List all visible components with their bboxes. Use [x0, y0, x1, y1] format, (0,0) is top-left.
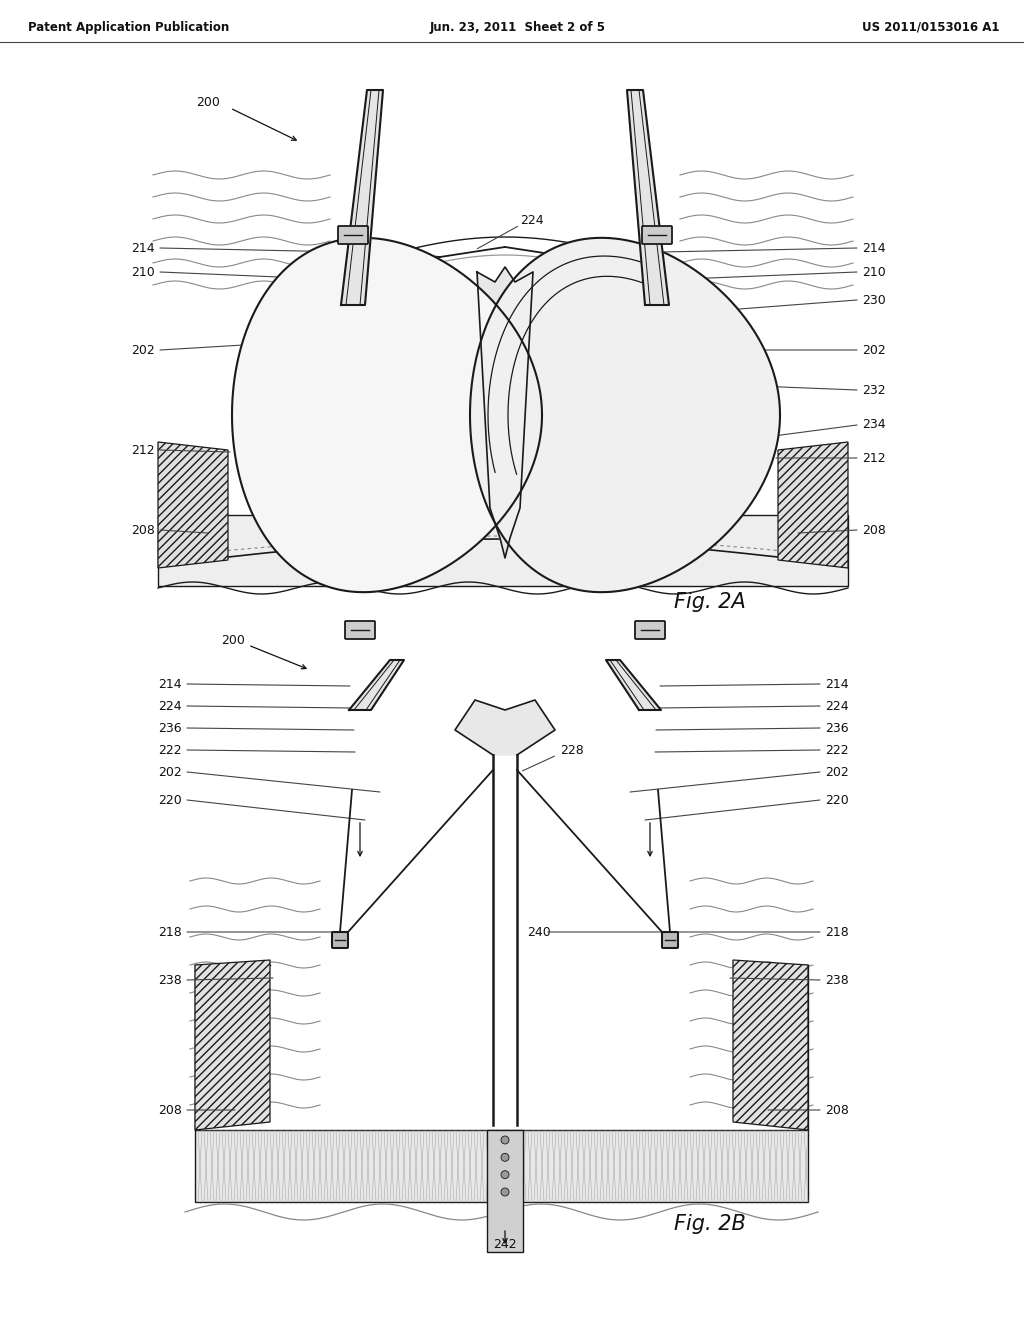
Text: Fig. 2B: Fig. 2B	[674, 1214, 745, 1234]
Text: 210: 210	[131, 265, 155, 279]
Polygon shape	[606, 660, 662, 710]
Text: 202: 202	[825, 766, 849, 779]
Text: 212: 212	[131, 444, 155, 457]
Text: 238: 238	[825, 974, 849, 986]
Polygon shape	[232, 238, 542, 593]
Polygon shape	[627, 90, 669, 305]
Text: 208: 208	[131, 524, 155, 536]
Text: 202: 202	[862, 343, 886, 356]
Text: US 2011/0153016 A1: US 2011/0153016 A1	[862, 21, 1000, 33]
Circle shape	[501, 1154, 509, 1162]
Text: 214: 214	[131, 242, 155, 255]
Text: 224: 224	[520, 214, 544, 227]
Polygon shape	[455, 700, 555, 755]
Polygon shape	[733, 960, 808, 1130]
Circle shape	[501, 1137, 509, 1144]
Text: 228: 228	[570, 256, 594, 268]
Text: 212: 212	[862, 451, 886, 465]
Text: 208: 208	[862, 524, 886, 536]
Text: 236: 236	[825, 722, 849, 734]
Text: 222: 222	[159, 743, 182, 756]
Text: Jun. 23, 2011  Sheet 2 of 5: Jun. 23, 2011 Sheet 2 of 5	[430, 21, 606, 33]
Text: 236: 236	[159, 722, 182, 734]
Text: 214: 214	[825, 677, 849, 690]
Text: 202: 202	[131, 343, 155, 356]
Text: 240: 240	[527, 925, 551, 939]
FancyBboxPatch shape	[635, 620, 665, 639]
Text: 208: 208	[158, 1104, 182, 1117]
Polygon shape	[195, 960, 270, 1130]
Text: 220: 220	[825, 793, 849, 807]
Text: 202: 202	[159, 766, 182, 779]
FancyBboxPatch shape	[332, 932, 348, 948]
Text: 200: 200	[221, 634, 245, 647]
Text: 208: 208	[825, 1104, 849, 1117]
Text: 222: 222	[825, 743, 849, 756]
Text: 238: 238	[159, 974, 182, 986]
Polygon shape	[349, 660, 404, 710]
Bar	[195, 1130, 808, 1203]
Text: 200: 200	[197, 95, 220, 108]
Text: 220: 220	[159, 793, 182, 807]
Text: Patent Application Publication: Patent Application Publication	[28, 21, 229, 33]
Bar	[158, 515, 848, 586]
Text: 234: 234	[862, 418, 886, 432]
FancyBboxPatch shape	[338, 226, 368, 244]
Text: 214: 214	[862, 242, 886, 255]
Text: 218: 218	[159, 925, 182, 939]
Text: 228: 228	[560, 743, 584, 756]
Bar	[487, 1130, 523, 1251]
Polygon shape	[477, 267, 534, 558]
Text: 230: 230	[862, 293, 886, 306]
Text: Fig. 2A: Fig. 2A	[674, 591, 745, 612]
Text: 214: 214	[159, 677, 182, 690]
Polygon shape	[778, 442, 848, 568]
Text: 242: 242	[494, 1238, 517, 1251]
Text: 218: 218	[825, 925, 849, 939]
Polygon shape	[470, 238, 780, 593]
Polygon shape	[341, 90, 383, 305]
Text: 210: 210	[862, 265, 886, 279]
Text: 224: 224	[825, 700, 849, 713]
FancyBboxPatch shape	[642, 226, 672, 244]
Circle shape	[501, 1171, 509, 1179]
FancyBboxPatch shape	[345, 620, 375, 639]
Circle shape	[501, 1188, 509, 1196]
Polygon shape	[158, 442, 228, 568]
Text: 224: 224	[159, 700, 182, 713]
Text: 232: 232	[862, 384, 886, 396]
FancyBboxPatch shape	[662, 932, 678, 948]
